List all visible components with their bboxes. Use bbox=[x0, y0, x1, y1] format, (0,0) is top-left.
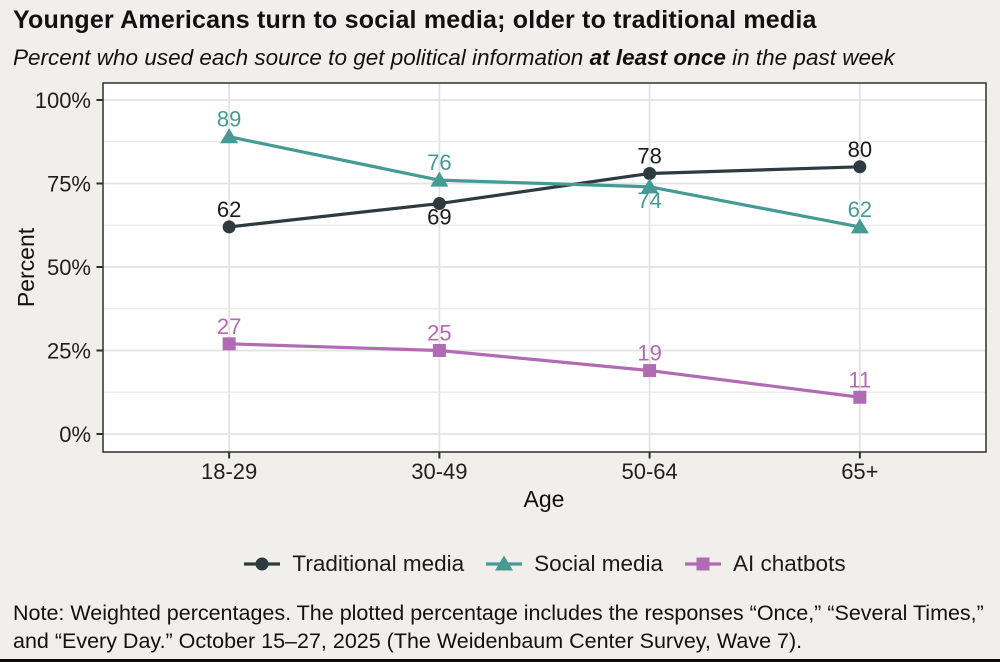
square-marker bbox=[696, 557, 710, 571]
chart-note: Note: Weighted percentages. The plotted … bbox=[13, 601, 984, 653]
axis-text: 50-64 bbox=[621, 459, 677, 484]
square-marker bbox=[853, 390, 867, 404]
series-line bbox=[227, 342, 862, 399]
square-marker bbox=[432, 344, 446, 357]
data-label: 69 bbox=[427, 205, 451, 230]
axis-text: 50% bbox=[47, 255, 91, 280]
axis-text: 30-49 bbox=[411, 459, 467, 484]
chart-legend: Traditional media Social media AI chatbots bbox=[88, 545, 1000, 583]
subtitle-emphasis: at least once bbox=[589, 45, 726, 70]
data-label: 80 bbox=[848, 137, 872, 162]
legend-label: Traditional media bbox=[292, 551, 465, 576]
triangle-legend-key-icon bbox=[486, 555, 523, 571]
axis-text: 25% bbox=[47, 339, 91, 364]
data-label: 62 bbox=[848, 197, 872, 222]
circle-marker bbox=[643, 166, 657, 180]
legend-item-ai-chatbots: AI chatbots bbox=[683, 550, 846, 578]
circle-marker bbox=[853, 160, 867, 174]
data-label: 19 bbox=[637, 341, 661, 366]
data-label: 62 bbox=[217, 197, 241, 222]
line-chart: 0% 25% 50% 75% 100% 18-29 30-49 50-64 65+ Age Perc… bbox=[13, 82, 987, 512]
subtitle-prefix: Percent who used each source to get poli… bbox=[13, 45, 590, 70]
data-label: 11 bbox=[848, 367, 871, 392]
legend-label: AI chatbots bbox=[733, 551, 846, 576]
triangle-marker bbox=[640, 178, 659, 194]
axis-text: 75% bbox=[47, 172, 91, 197]
series-line bbox=[227, 135, 862, 229]
data-label: 74 bbox=[637, 188, 661, 213]
data-label: 27 bbox=[217, 314, 241, 339]
data-label: 78 bbox=[637, 143, 661, 168]
triangle-marker bbox=[430, 171, 449, 187]
square-legend-key-icon bbox=[685, 557, 721, 571]
legend-item-social-media: Social media bbox=[484, 550, 663, 578]
square-marker bbox=[222, 337, 236, 351]
subtitle-suffix: in the past week bbox=[725, 45, 895, 70]
circle-legend-key-icon bbox=[244, 557, 281, 571]
square-marker bbox=[643, 364, 657, 378]
data-label: 89 bbox=[217, 107, 241, 132]
bottom-border bbox=[0, 659, 1000, 662]
triangle-marker bbox=[220, 128, 239, 144]
triangle-marker bbox=[850, 218, 869, 234]
legend-label: Social media bbox=[534, 551, 663, 576]
circle-marker bbox=[432, 197, 446, 211]
axis-text: 0% bbox=[59, 422, 91, 447]
data-label: 25 bbox=[427, 321, 451, 346]
chart-subtitle: Percent who used each source to get poli… bbox=[13, 45, 895, 71]
circle-marker bbox=[255, 557, 269, 571]
axis-text: 65+ bbox=[841, 459, 878, 484]
circle-marker bbox=[222, 220, 236, 234]
data-label: 76 bbox=[427, 150, 451, 175]
series-line bbox=[227, 165, 862, 229]
axis-text: Age bbox=[524, 486, 565, 512]
axis-text: 18-29 bbox=[201, 459, 257, 484]
chart-title: Younger Americans turn to social media; … bbox=[13, 6, 817, 34]
legend-item-traditional-media: Traditional media bbox=[242, 550, 464, 578]
axis-text: Percent bbox=[13, 227, 39, 307]
axis-text: 100% bbox=[35, 88, 91, 113]
triangle-marker bbox=[495, 555, 514, 571]
